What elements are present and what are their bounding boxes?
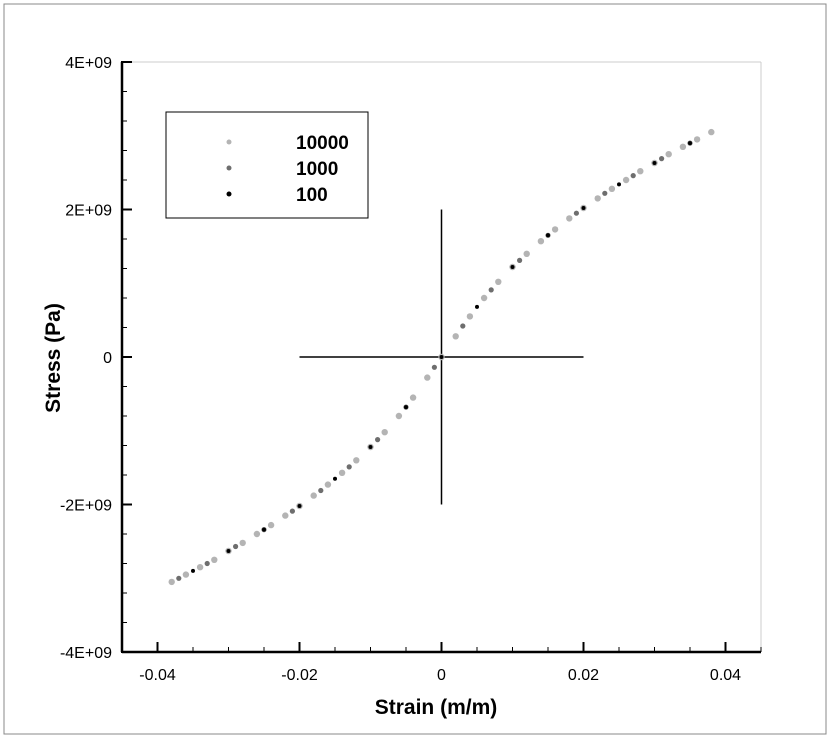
x-tick-label: 0 [437,667,446,684]
data-point [466,313,474,320]
data-point [253,530,261,538]
data-point [333,476,337,481]
data-point [608,185,616,192]
data-point [452,333,459,340]
data-point [523,250,530,257]
data-point [409,394,417,401]
data-point [537,238,545,245]
legend-marker [226,139,232,145]
x-axis-title: Strain (m/m) [375,696,498,719]
y-tick-label: 2E+09 [65,203,112,220]
y-tick-label: -4E+09 [60,645,112,662]
legend-box [165,111,369,219]
x-tick-label: 0.04 [710,667,741,684]
x-tick-label: 0.02 [568,667,599,684]
data-point [637,168,644,175]
data-point [289,508,295,514]
legend-label: 100 [296,185,328,206]
data-point [196,564,204,571]
data-point [233,543,239,550]
x-tick-label: -0.04 [139,667,176,684]
data-point [630,173,636,179]
data-point [176,575,182,581]
outer-frame [3,3,827,735]
legend-label: 10000 [296,133,349,154]
data-point [480,294,488,302]
data-point [297,504,302,508]
data-point [665,151,672,158]
data-point [267,521,275,529]
data-point [262,527,266,532]
data-point [324,481,332,488]
data-point [439,355,444,359]
data-point [510,265,515,269]
legend-label: 1000 [296,159,338,180]
data-point [566,215,573,222]
legend-marker [226,191,232,197]
data-point [622,176,630,184]
data-point [495,278,502,285]
legend-marker [226,165,232,171]
data-point [708,128,715,136]
data-point [431,364,437,370]
y-tick-label: 0 [103,350,112,367]
series-10000 [168,128,715,586]
data-point [239,539,246,547]
data-point [310,492,317,499]
data-point [375,437,381,443]
data-point [602,190,608,196]
data-point [282,512,289,519]
data-point [693,136,701,143]
data-point [353,457,360,464]
data-point [381,429,388,436]
data-point [652,161,657,165]
data-point [594,195,601,202]
y-tick-label: -2E+09 [60,498,112,515]
data-point [211,556,218,563]
series-100 [191,141,692,573]
x-tick-label: -0.02 [281,667,318,684]
data-point [617,182,621,187]
data-point [688,141,692,146]
data-point [546,233,550,238]
data-point [460,323,466,329]
data-point [404,405,408,410]
data-point [346,464,352,470]
data-point [424,374,431,381]
data-point [679,143,687,150]
data-point [581,206,586,210]
data-point [395,412,403,420]
data-point [551,226,559,233]
data-point [191,568,195,573]
data-point [475,304,479,309]
data-point [488,287,494,293]
data-point [226,549,231,553]
data-point [338,469,346,476]
data-point [659,156,665,162]
data-point [318,487,324,494]
data-point [368,445,373,449]
data-point [204,560,210,567]
data-point [168,578,175,586]
y-tick-label: 4E+09 [65,55,112,72]
data-point [517,257,523,263]
data-point [182,571,190,578]
y-axis-title: Stress (Pa) [42,303,65,413]
data-point [573,210,580,216]
